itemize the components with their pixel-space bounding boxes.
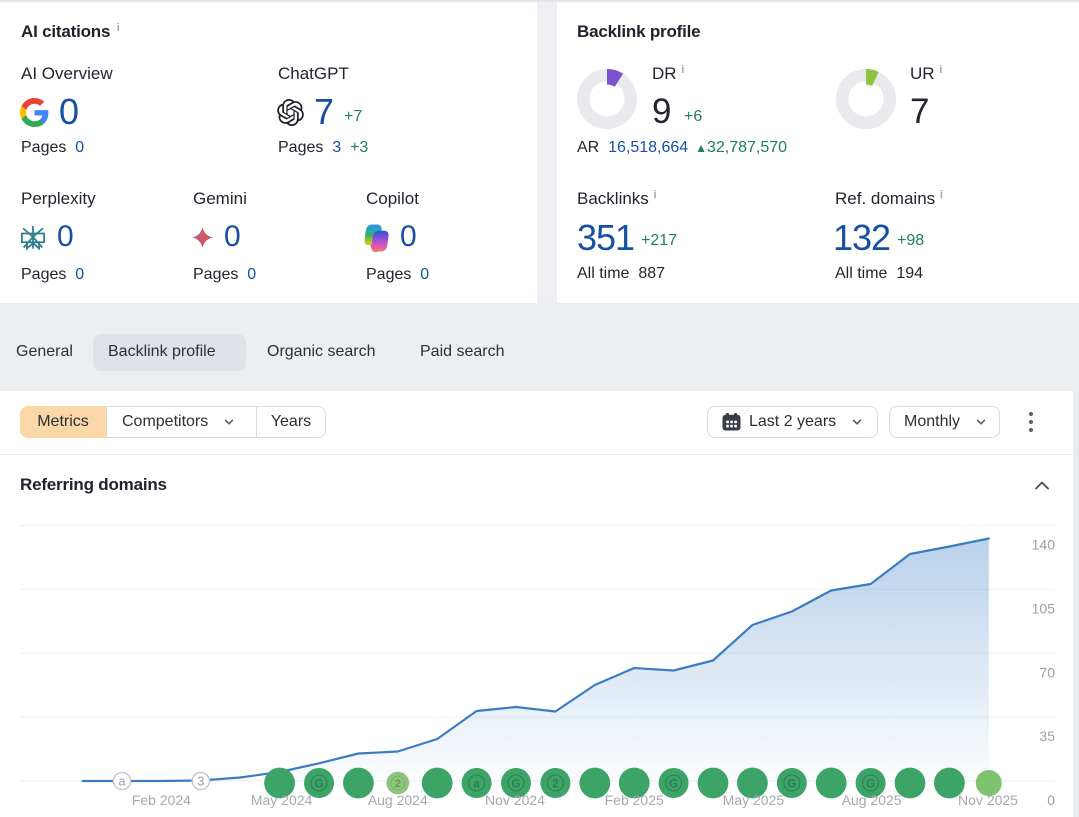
svg-text:0: 0 xyxy=(1047,792,1055,808)
svg-text:2: 2 xyxy=(395,778,401,790)
svg-text:Nov 2025: Nov 2025 xyxy=(958,792,1018,808)
svg-text:G: G xyxy=(315,779,324,791)
svg-text:G: G xyxy=(669,779,678,791)
svg-text:3: 3 xyxy=(197,775,204,789)
svg-text:35: 35 xyxy=(1039,728,1055,744)
svg-text:Nov 2024: Nov 2024 xyxy=(485,792,545,808)
svg-text:a: a xyxy=(473,779,480,791)
svg-text:Aug 2025: Aug 2025 xyxy=(842,792,902,808)
svg-text:Feb 2025: Feb 2025 xyxy=(605,792,664,808)
svg-text:140: 140 xyxy=(1032,537,1056,553)
svg-text:Aug 2024: Aug 2024 xyxy=(368,792,428,808)
svg-text:May 2024: May 2024 xyxy=(251,792,313,808)
svg-text:a: a xyxy=(119,775,126,789)
svg-text:Feb 2024: Feb 2024 xyxy=(132,792,191,808)
svg-text:70: 70 xyxy=(1039,664,1055,680)
svg-text:G: G xyxy=(787,779,796,791)
svg-text:105: 105 xyxy=(1032,600,1056,616)
svg-text:2: 2 xyxy=(552,779,558,791)
svg-text:May 2025: May 2025 xyxy=(723,792,785,808)
svg-text:G: G xyxy=(866,779,875,791)
svg-text:G: G xyxy=(512,779,521,791)
